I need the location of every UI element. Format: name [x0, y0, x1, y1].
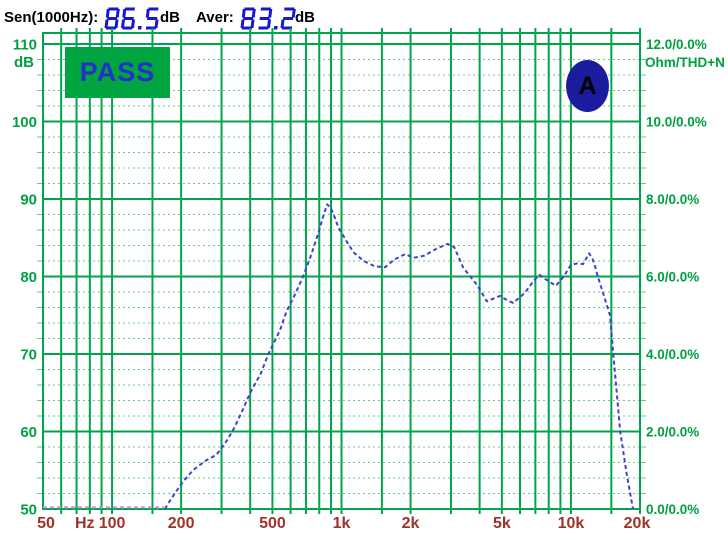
x-tick-label: 1k: [333, 515, 351, 532]
channel-a-marker: A: [566, 60, 609, 112]
y-left-tick-label: 80: [20, 269, 37, 286]
x-tick-label: 20k: [624, 515, 651, 532]
x-tick-label: 500: [259, 515, 286, 532]
y-right-tick-label: 0.0/0.0%: [646, 502, 699, 517]
x-tick-label: 2k: [402, 515, 420, 532]
y-left-tick-label: 110: [13, 37, 37, 54]
average-label: Aver:: [196, 9, 234, 26]
y-right-tick-label: 10.0/0.0%: [646, 115, 707, 130]
y-left-axis-title: dB: [14, 54, 34, 71]
average-unit: dB: [295, 9, 315, 26]
y-right-tick-label: 4.0/0.0%: [646, 347, 699, 362]
y-right-tick-label: 6.0/0.0%: [646, 270, 699, 285]
y-left-tick-label: 50: [20, 502, 37, 519]
y-left-tick-label: 90: [20, 192, 37, 209]
pass-badge-label: PASS: [79, 57, 156, 87]
average-value-lcd: [240, 7, 296, 30]
x-tick-label: 5k: [493, 515, 511, 532]
channel-a-marker-label: A: [578, 71, 597, 100]
x-tick-label: 50: [37, 515, 55, 532]
y-left-tick-label: 100: [12, 114, 37, 131]
sensitivity-label: Sen(1000Hz):: [4, 9, 99, 26]
sensitivity-value-lcd: [104, 7, 159, 30]
y-right-axis-title: Ohm/THD+N: [645, 55, 725, 70]
x-axis-unit-label: Hz: [75, 515, 95, 532]
pass-badge: PASS: [65, 47, 170, 98]
y-left-tick-label: 60: [20, 424, 37, 441]
x-tick-label: 10k: [558, 515, 585, 532]
y-right-tick-label: 12.0/0.0%: [646, 37, 707, 52]
plot-frame: [42, 32, 641, 510]
x-tick-label: 100: [99, 515, 126, 532]
response-curve: [164, 203, 634, 510]
sensitivity-unit: dB: [160, 9, 180, 26]
y-left-tick-label: 70: [20, 347, 37, 364]
y-right-tick-label: 2.0/0.0%: [646, 425, 699, 440]
x-tick-label: 200: [168, 515, 195, 532]
y-right-tick-label: 8.0/0.0%: [646, 192, 699, 207]
